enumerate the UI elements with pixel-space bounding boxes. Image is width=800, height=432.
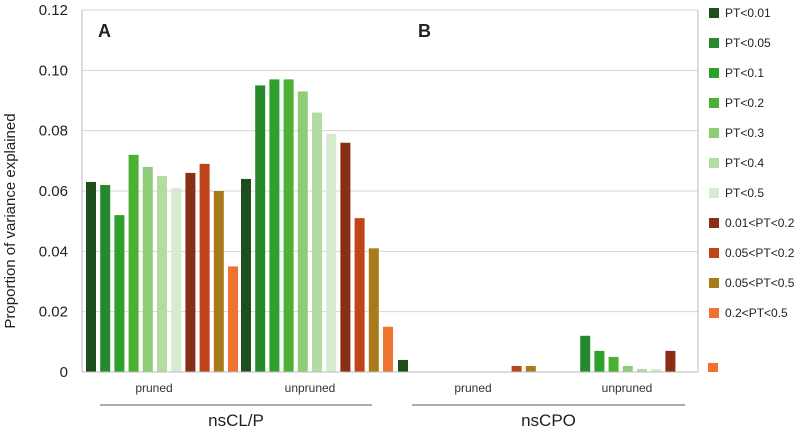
legend-swatch — [709, 218, 719, 228]
legend-swatch — [709, 278, 719, 288]
bar — [354, 218, 365, 372]
legend-label: PT<0.2 — [725, 96, 764, 110]
legend: PT<0.01 PT<0.05 PT<0.1 PT<0.2 PT<0.3 PT<0.4 PT… — [709, 6, 795, 320]
bar — [651, 368, 662, 372]
bar — [594, 350, 605, 372]
legend-label: PT<0.4 — [725, 156, 764, 170]
legend-label: PT<0.01 — [725, 6, 771, 20]
bars — [86, 79, 718, 373]
y-tick-label: 0.02 — [39, 304, 68, 321]
group-labels: nsCL/P nsCPO — [100, 404, 685, 430]
y-tick-label: 0.10 — [39, 62, 68, 79]
legend-swatch — [709, 38, 719, 48]
bar — [228, 266, 238, 372]
bar — [185, 172, 196, 372]
category-labels: pruned unpruned pruned unpruned — [135, 381, 652, 395]
legend-swatch — [709, 8, 719, 18]
bar — [297, 91, 308, 372]
legend-swatch — [709, 308, 719, 318]
bar — [269, 79, 280, 372]
group-label: nsCL/P — [208, 411, 264, 430]
y-tick-label: 0.08 — [39, 123, 68, 140]
legend-label: PT<0.1 — [725, 66, 764, 80]
legend-swatch — [709, 158, 719, 168]
y-tick-label: 0.06 — [39, 183, 68, 200]
category-label: unpruned — [285, 381, 336, 395]
bar — [622, 365, 633, 372]
category-label: pruned — [454, 381, 491, 395]
category-label: unpruned — [602, 381, 653, 395]
bar — [580, 335, 591, 372]
legend-label: 0.2<PT<0.5 — [725, 306, 788, 320]
legend-label: PT<0.05 — [725, 36, 771, 50]
panel-label: B — [418, 21, 431, 41]
bar — [128, 154, 139, 372]
bar — [199, 163, 210, 372]
y-tick-label: 0.12 — [39, 2, 68, 19]
bar — [637, 368, 647, 372]
bar — [383, 326, 393, 372]
bar — [255, 85, 266, 373]
legend-swatch — [709, 248, 719, 258]
bar — [608, 356, 619, 372]
legend-swatch — [709, 188, 719, 198]
y-tick-labels: 0 0.02 0.04 0.06 0.08 0.10 0.12 — [39, 2, 68, 381]
bar — [142, 166, 153, 372]
gridlines — [82, 9, 698, 373]
bar — [213, 191, 224, 372]
legend-swatch — [709, 98, 719, 108]
y-axis-label: Proportion of variance explained — [2, 113, 19, 328]
bar — [708, 362, 718, 372]
bar — [398, 359, 408, 372]
bar — [100, 184, 111, 372]
legend-label: PT<0.3 — [725, 126, 764, 140]
legend-label: 0.05<PT<0.2 — [725, 246, 795, 260]
group-label: nsCPO — [521, 411, 576, 430]
bar — [665, 350, 676, 372]
bar — [326, 133, 337, 372]
legend-label: PT<0.5 — [725, 186, 764, 200]
legend-label: 0.05<PT<0.5 — [725, 276, 795, 290]
axes — [81, 10, 699, 373]
bar — [241, 178, 251, 372]
bar — [511, 365, 522, 372]
bar — [340, 142, 351, 372]
legend-label: 0.01<PT<0.2 — [725, 216, 795, 230]
bar — [86, 181, 96, 372]
bar — [283, 79, 294, 372]
y-tick-label: 0.04 — [39, 243, 68, 260]
bar — [525, 365, 536, 372]
category-label: pruned — [135, 381, 172, 395]
y-tick-label: 0 — [60, 364, 68, 381]
legend-swatch — [709, 68, 719, 78]
bar — [312, 112, 322, 373]
panel-label: A — [98, 21, 111, 41]
legend-swatch — [709, 128, 719, 138]
bar — [114, 215, 125, 372]
bar — [368, 248, 379, 372]
bar — [157, 175, 167, 372]
bar — [171, 187, 182, 372]
